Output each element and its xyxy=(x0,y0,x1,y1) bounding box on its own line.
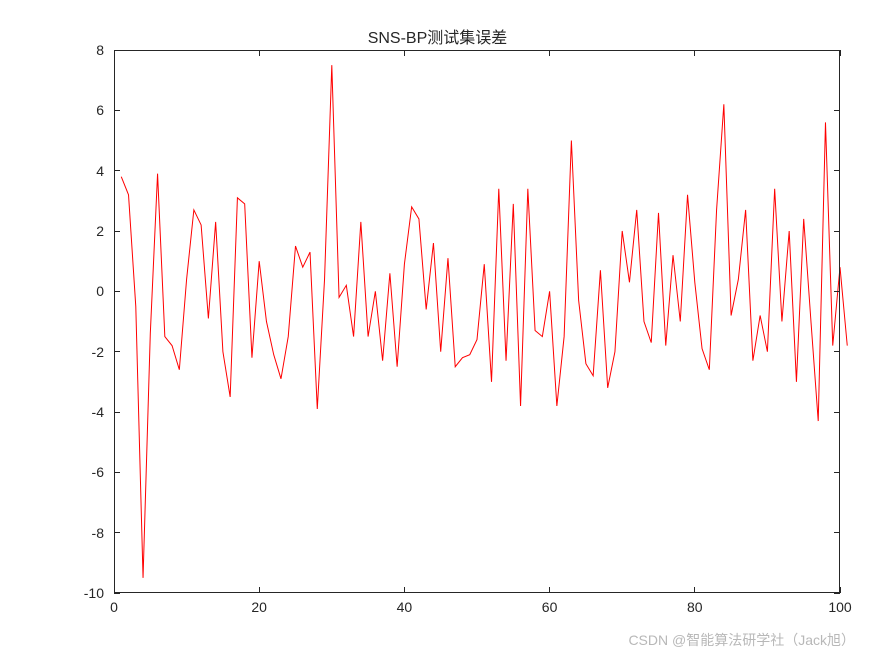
x-tick-mark xyxy=(840,50,841,56)
y-tick-mark xyxy=(834,412,840,413)
y-tick-mark xyxy=(834,110,840,111)
x-tick-mark xyxy=(114,50,115,56)
y-tick-label: -8 xyxy=(92,525,104,541)
y-tick-label: -10 xyxy=(84,585,104,601)
plot-svg xyxy=(114,50,840,593)
y-tick-mark xyxy=(834,532,840,533)
y-tick-mark xyxy=(114,170,120,171)
x-tick-mark xyxy=(404,587,405,593)
x-tick-mark xyxy=(549,587,550,593)
x-tick-mark xyxy=(694,50,695,56)
y-tick-label: 0 xyxy=(96,283,104,299)
x-tick-mark xyxy=(259,587,260,593)
watermark-text: CSDN @智能算法研学社（Jack旭） xyxy=(628,630,855,650)
y-tick-mark xyxy=(834,291,840,292)
x-tick-mark xyxy=(404,50,405,56)
y-tick-mark xyxy=(834,351,840,352)
y-tick-label: 2 xyxy=(96,223,104,239)
x-tick-label: 20 xyxy=(251,599,267,615)
y-tick-mark xyxy=(114,110,120,111)
y-tick-mark xyxy=(114,351,120,352)
x-tick-mark xyxy=(694,587,695,593)
y-tick-mark xyxy=(834,50,840,51)
y-tick-label: 4 xyxy=(96,163,104,179)
y-tick-mark xyxy=(114,593,120,594)
x-tick-label: 40 xyxy=(397,599,413,615)
y-tick-mark xyxy=(834,593,840,594)
x-tick-label: 0 xyxy=(110,599,118,615)
y-tick-mark xyxy=(114,532,120,533)
x-tick-mark xyxy=(549,50,550,56)
x-tick-label: 80 xyxy=(687,599,703,615)
y-tick-mark xyxy=(114,472,120,473)
y-tick-mark xyxy=(114,412,120,413)
chart-title: SNS-BP测试集误差 xyxy=(0,24,875,48)
y-tick-label: -2 xyxy=(92,344,104,360)
y-tick-mark xyxy=(834,231,840,232)
y-tick-mark xyxy=(834,170,840,171)
y-tick-label: -6 xyxy=(92,464,104,480)
y-tick-label: 6 xyxy=(96,102,104,118)
y-tick-mark xyxy=(834,472,840,473)
x-tick-mark xyxy=(259,50,260,56)
y-tick-mark xyxy=(114,231,120,232)
y-tick-label: 8 xyxy=(96,42,104,58)
y-tick-label: -4 xyxy=(92,404,104,420)
x-tick-label: 60 xyxy=(542,599,558,615)
y-tick-mark xyxy=(114,291,120,292)
figure: SNS-BP测试集误差 CSDN @智能算法研学社（Jack旭） 0204060… xyxy=(0,0,875,656)
plot-area xyxy=(114,50,840,593)
y-tick-mark xyxy=(114,50,120,51)
error-line xyxy=(121,65,847,578)
x-tick-label: 100 xyxy=(828,599,851,615)
